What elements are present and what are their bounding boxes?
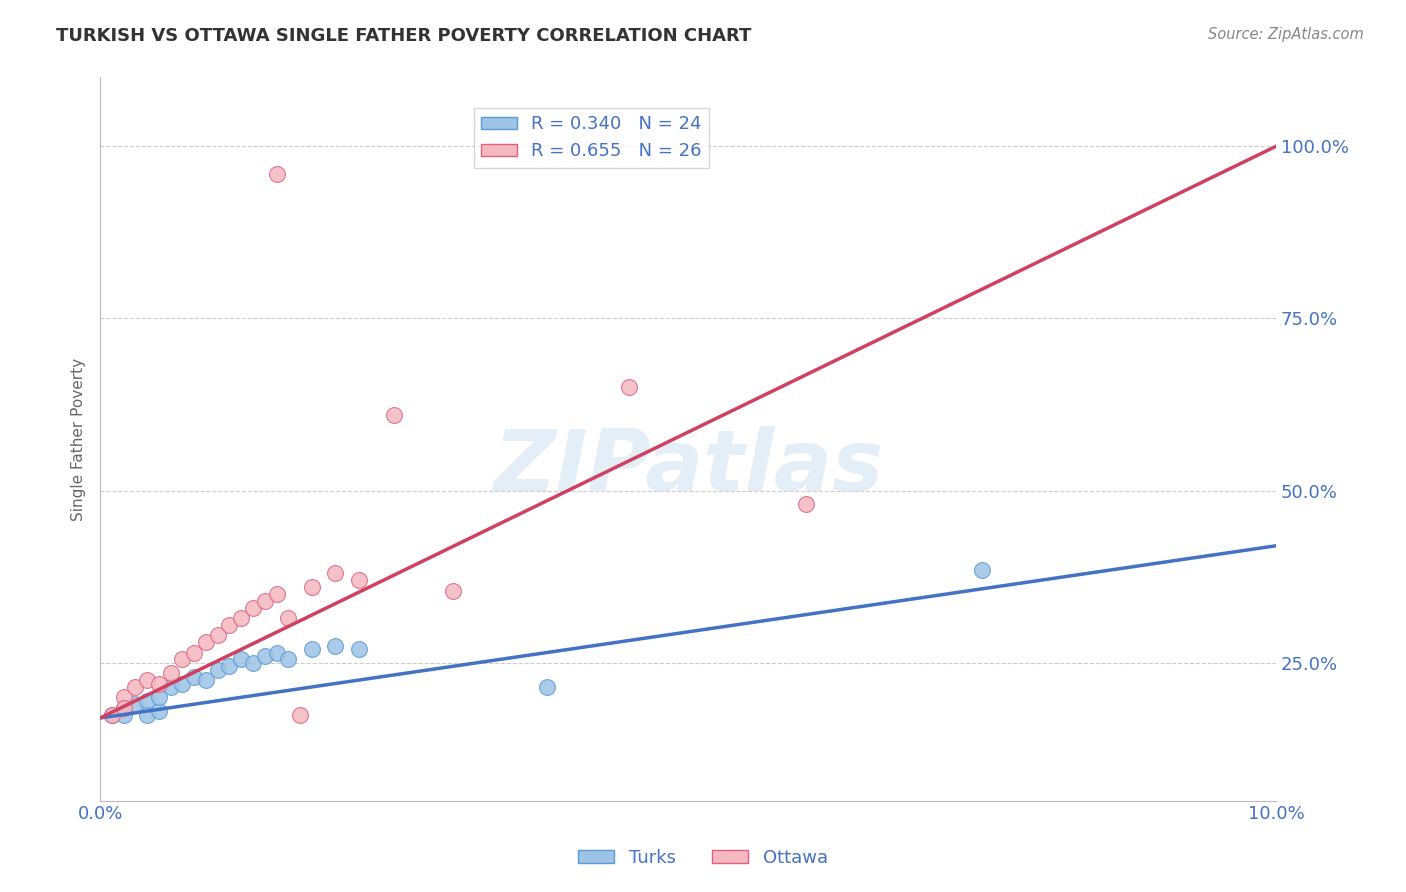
Point: [101, 707, 124, 722]
Point: [112, 700, 135, 714]
Point: [207, 663, 229, 677]
Point: [323, 639, 346, 653]
Point: [148, 690, 170, 705]
Point: [183, 646, 205, 660]
Text: Source: ZipAtlas.com: Source: ZipAtlas.com: [1208, 27, 1364, 42]
Text: TURKISH VS OTTAWA SINGLE FATHER POVERTY CORRELATION CHART: TURKISH VS OTTAWA SINGLE FATHER POVERTY …: [56, 27, 752, 45]
Point: [172, 652, 194, 666]
Point: [101, 707, 124, 722]
Point: [112, 707, 135, 722]
Point: [148, 704, 170, 718]
Point: [253, 648, 276, 663]
Point: [183, 670, 205, 684]
Point: [112, 700, 135, 714]
Point: [301, 642, 323, 657]
Legend: Turks, Ottawa: Turks, Ottawa: [571, 842, 835, 874]
Point: [172, 676, 194, 690]
Point: [253, 594, 276, 608]
Point: [242, 656, 264, 670]
Point: [231, 652, 253, 666]
Point: [441, 583, 464, 598]
Point: [266, 587, 288, 601]
Point: [288, 707, 311, 722]
Point: [136, 707, 159, 722]
Point: [794, 498, 817, 512]
Point: [231, 611, 253, 625]
Point: [207, 628, 229, 642]
Point: [323, 566, 346, 581]
Point: [536, 680, 558, 694]
Point: [136, 673, 159, 687]
Point: [159, 680, 181, 694]
Point: [194, 673, 217, 687]
Point: [347, 573, 370, 587]
Point: [347, 642, 370, 657]
Point: [159, 666, 181, 681]
Point: [242, 600, 264, 615]
Point: [148, 676, 170, 690]
Point: [266, 167, 288, 181]
Legend: R = 0.340   N = 24, R = 0.655   N = 26: R = 0.340 N = 24, R = 0.655 N = 26: [474, 108, 709, 168]
Point: [277, 611, 299, 625]
Point: [112, 690, 135, 705]
Point: [218, 618, 240, 632]
Point: [194, 635, 217, 649]
Point: [619, 380, 641, 394]
Point: [124, 680, 146, 694]
Point: [382, 408, 405, 422]
Point: [266, 646, 288, 660]
Point: [301, 580, 323, 594]
Point: [136, 694, 159, 708]
Point: [970, 563, 993, 577]
Text: ZIPatlas: ZIPatlas: [494, 426, 883, 509]
Point: [277, 652, 299, 666]
Point: [124, 697, 146, 711]
Point: [218, 659, 240, 673]
Y-axis label: Single Father Poverty: Single Father Poverty: [72, 358, 86, 521]
